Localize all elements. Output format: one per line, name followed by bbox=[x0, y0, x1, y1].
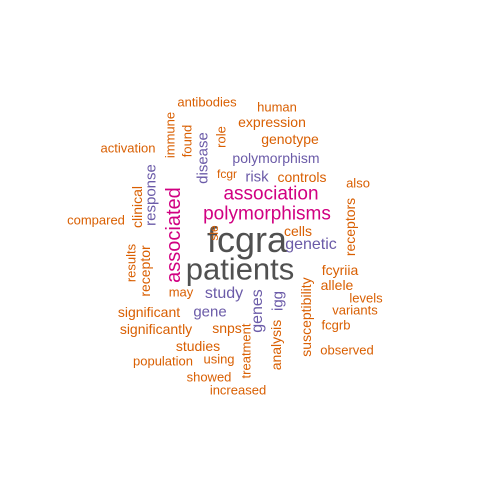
word-response: response bbox=[142, 164, 160, 226]
word-controls: controls bbox=[277, 169, 327, 185]
word-risk: risk bbox=[245, 168, 269, 186]
word-also: also bbox=[346, 175, 370, 191]
word-variants: variants bbox=[332, 302, 378, 318]
word-receptors: receptors bbox=[342, 197, 358, 257]
word-fcgrb: fcgrb bbox=[321, 317, 351, 333]
word-may: may bbox=[168, 284, 194, 300]
word-receptor: receptor bbox=[137, 245, 153, 297]
word-immune: immune bbox=[162, 111, 178, 159]
word-increased: increased bbox=[209, 382, 267, 398]
word-snps: snps bbox=[212, 320, 242, 336]
word-fcgra: fcgra bbox=[206, 219, 288, 260]
word-clinical: clinical bbox=[129, 185, 145, 229]
word-analysis: analysis bbox=[268, 319, 284, 371]
word-polymorphism: polymorphism bbox=[232, 150, 320, 166]
word-activation: activation bbox=[100, 140, 156, 156]
word-associated: associated bbox=[163, 187, 185, 283]
word-human: human bbox=[257, 99, 297, 115]
word-treatment: treatment bbox=[238, 323, 254, 379]
word-association: association bbox=[223, 183, 319, 205]
word-compared: compared bbox=[67, 212, 125, 228]
word-role: role bbox=[213, 126, 229, 148]
word-genetic: genetic bbox=[285, 236, 337, 253]
word-observed: observed bbox=[320, 342, 374, 358]
word-results: results bbox=[123, 243, 139, 283]
word-susceptibility: susceptibility bbox=[298, 277, 314, 357]
word-igg: igg bbox=[269, 290, 287, 312]
word-found: found bbox=[179, 124, 195, 158]
word-antibodies: antibodies bbox=[177, 94, 237, 110]
word-allele: allele bbox=[320, 277, 354, 293]
word-cells: cells bbox=[283, 223, 313, 239]
word-population: population bbox=[133, 353, 193, 369]
word-significant: significant bbox=[117, 304, 181, 320]
word-disease: disease bbox=[194, 132, 212, 184]
word-using: using bbox=[203, 351, 235, 367]
word-expression: expression bbox=[238, 114, 306, 130]
word-genotype: genotype bbox=[261, 131, 319, 147]
word-patients: patients bbox=[185, 251, 295, 287]
word-gene: gene bbox=[193, 303, 227, 321]
word-sle: sle bbox=[207, 225, 221, 241]
word-levels: levels bbox=[349, 290, 383, 306]
word-study: study bbox=[204, 285, 244, 302]
word-fcgr: fcgr bbox=[216, 167, 238, 181]
word-showed: showed bbox=[186, 369, 232, 385]
word-polymorphisms: polymorphisms bbox=[203, 203, 331, 225]
word-studies: studies bbox=[175, 338, 221, 354]
word-significantly: significantly bbox=[119, 321, 193, 337]
word-fcyriia: fcyriia bbox=[321, 262, 359, 278]
